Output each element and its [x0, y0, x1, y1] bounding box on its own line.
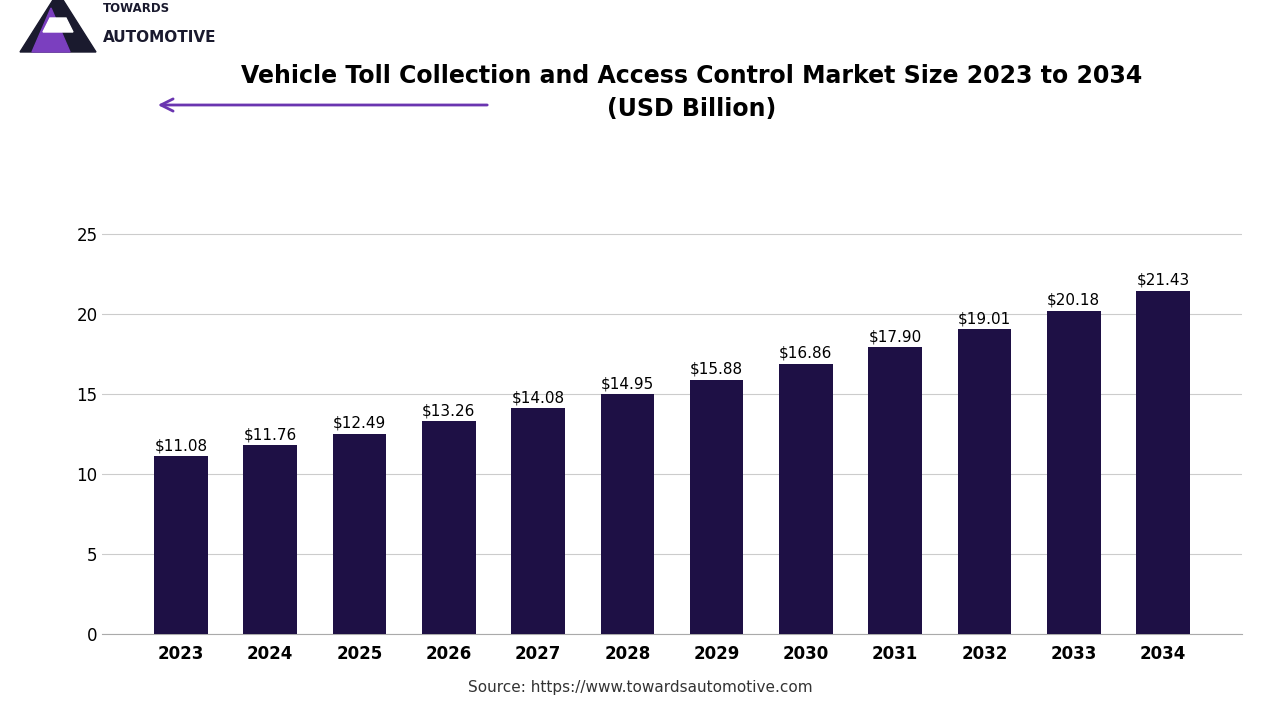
Text: $12.49: $12.49 [333, 415, 387, 431]
Text: $19.01: $19.01 [957, 311, 1011, 326]
Bar [868, 347, 922, 634]
Bar [780, 364, 833, 634]
Text: Vehicle Toll Collection and Access Control Market Size 2023 to 2034: Vehicle Toll Collection and Access Contr… [241, 63, 1142, 88]
Text: $14.95: $14.95 [600, 376, 654, 391]
Bar [154, 456, 207, 634]
Text: Source: https://www.towardsautomotive.com: Source: https://www.towardsautomotive.co… [467, 680, 813, 695]
Bar [957, 330, 1011, 634]
Text: $20.18: $20.18 [1047, 292, 1101, 307]
Text: $21.43: $21.43 [1137, 273, 1189, 287]
Bar [600, 395, 654, 634]
Text: TOWARDS: TOWARDS [102, 1, 170, 14]
Text: $16.86: $16.86 [780, 346, 832, 361]
Text: $17.90: $17.90 [869, 329, 922, 344]
Text: AUTOMOTIVE: AUTOMOTIVE [102, 30, 216, 45]
Bar [1137, 291, 1190, 634]
Bar [690, 379, 744, 634]
Bar [1047, 311, 1101, 634]
Bar [333, 433, 387, 634]
Polygon shape [32, 8, 70, 52]
Text: $15.88: $15.88 [690, 361, 744, 377]
Polygon shape [44, 18, 73, 32]
Text: $11.76: $11.76 [243, 427, 297, 442]
Text: (USD Billion): (USD Billion) [607, 97, 776, 122]
Polygon shape [20, 0, 96, 52]
Text: $11.08: $11.08 [155, 438, 207, 453]
Bar [422, 421, 476, 634]
Bar [243, 446, 297, 634]
Text: $14.08: $14.08 [512, 390, 564, 405]
Text: $13.26: $13.26 [422, 403, 475, 418]
Bar [511, 408, 564, 634]
